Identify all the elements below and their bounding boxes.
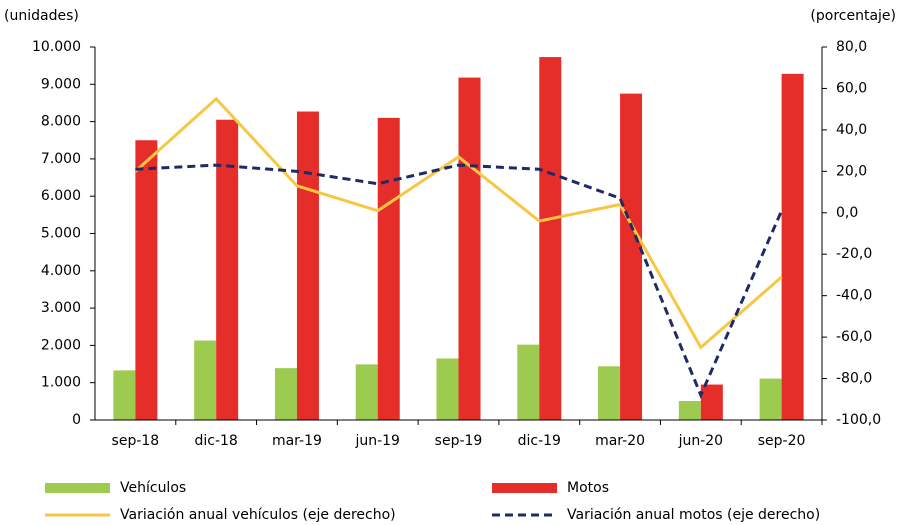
y-axis-label: (unidades)	[4, 8, 79, 24]
legend-label: Vehículos	[120, 480, 186, 496]
bar	[377, 117, 400, 421]
bar	[194, 340, 217, 420]
x-tick-label: sep-20	[758, 433, 806, 449]
bar	[678, 400, 701, 420]
y2-tick-label: -60,0	[836, 329, 872, 345]
y2-tick-label: 80,0	[836, 39, 867, 55]
y-tick-label: 2.000	[41, 337, 81, 353]
x-tick-label: sep-19	[435, 433, 483, 449]
y2-tick-label: 40,0	[836, 122, 867, 138]
legend-label: Variación anual motos (eje derecho)	[567, 507, 820, 523]
bar	[436, 358, 459, 420]
x-tick-label: sep-18	[112, 433, 160, 449]
line-series	[134, 96, 783, 350]
y2-tick-label: -80,0	[836, 371, 872, 387]
bar	[458, 77, 481, 420]
x-tick-label: mar-20	[595, 433, 645, 449]
x-tick-label: dic-18	[194, 433, 237, 449]
y-tick-label: 9.000	[41, 76, 81, 92]
bar	[759, 378, 782, 420]
y2-tick-label: 20,0	[836, 163, 867, 179]
bar	[781, 73, 804, 420]
bar	[517, 344, 540, 420]
y-tick-label: 8.000	[41, 114, 81, 130]
y-tick-label: 10.000	[32, 39, 81, 55]
bar	[700, 384, 723, 420]
y2-tick-label: -100,0	[836, 412, 881, 428]
bar	[296, 111, 319, 421]
y2-tick-label: 60,0	[836, 80, 867, 96]
bar	[539, 57, 562, 421]
x-tick-label: dic-19	[518, 433, 561, 449]
bar	[598, 366, 621, 420]
legend-label: Variación anual vehículos (eje derecho)	[120, 507, 396, 523]
y-tick-label: 7.000	[41, 151, 81, 167]
bar	[620, 93, 643, 420]
y2-tick-label: 0,0	[836, 205, 858, 221]
y2-axis-label: (porcentaje)	[810, 8, 896, 24]
bar	[274, 368, 297, 420]
legend-label: Motos	[567, 480, 609, 496]
bar	[113, 370, 136, 420]
bar	[135, 140, 158, 420]
legend-swatch	[45, 483, 110, 493]
bar	[355, 364, 378, 420]
line-series	[135, 163, 783, 399]
y-tick-label: 3.000	[41, 300, 81, 316]
x-tick-label: jun-19	[354, 433, 400, 449]
y-tick-label: 4.000	[41, 263, 81, 279]
y2-tick-label: -40,0	[836, 288, 872, 304]
x-tick-label: mar-19	[272, 433, 322, 449]
legend-swatch	[492, 483, 557, 493]
y-tick-label: 0	[72, 412, 81, 428]
y-tick-label: 6.000	[41, 188, 81, 204]
y-tick-label: 1.000	[41, 375, 81, 391]
y2-tick-label: -20,0	[836, 246, 872, 262]
x-tick-label: jun-20	[678, 433, 724, 449]
bar	[216, 119, 239, 421]
y-tick-label: 5.000	[41, 226, 81, 242]
